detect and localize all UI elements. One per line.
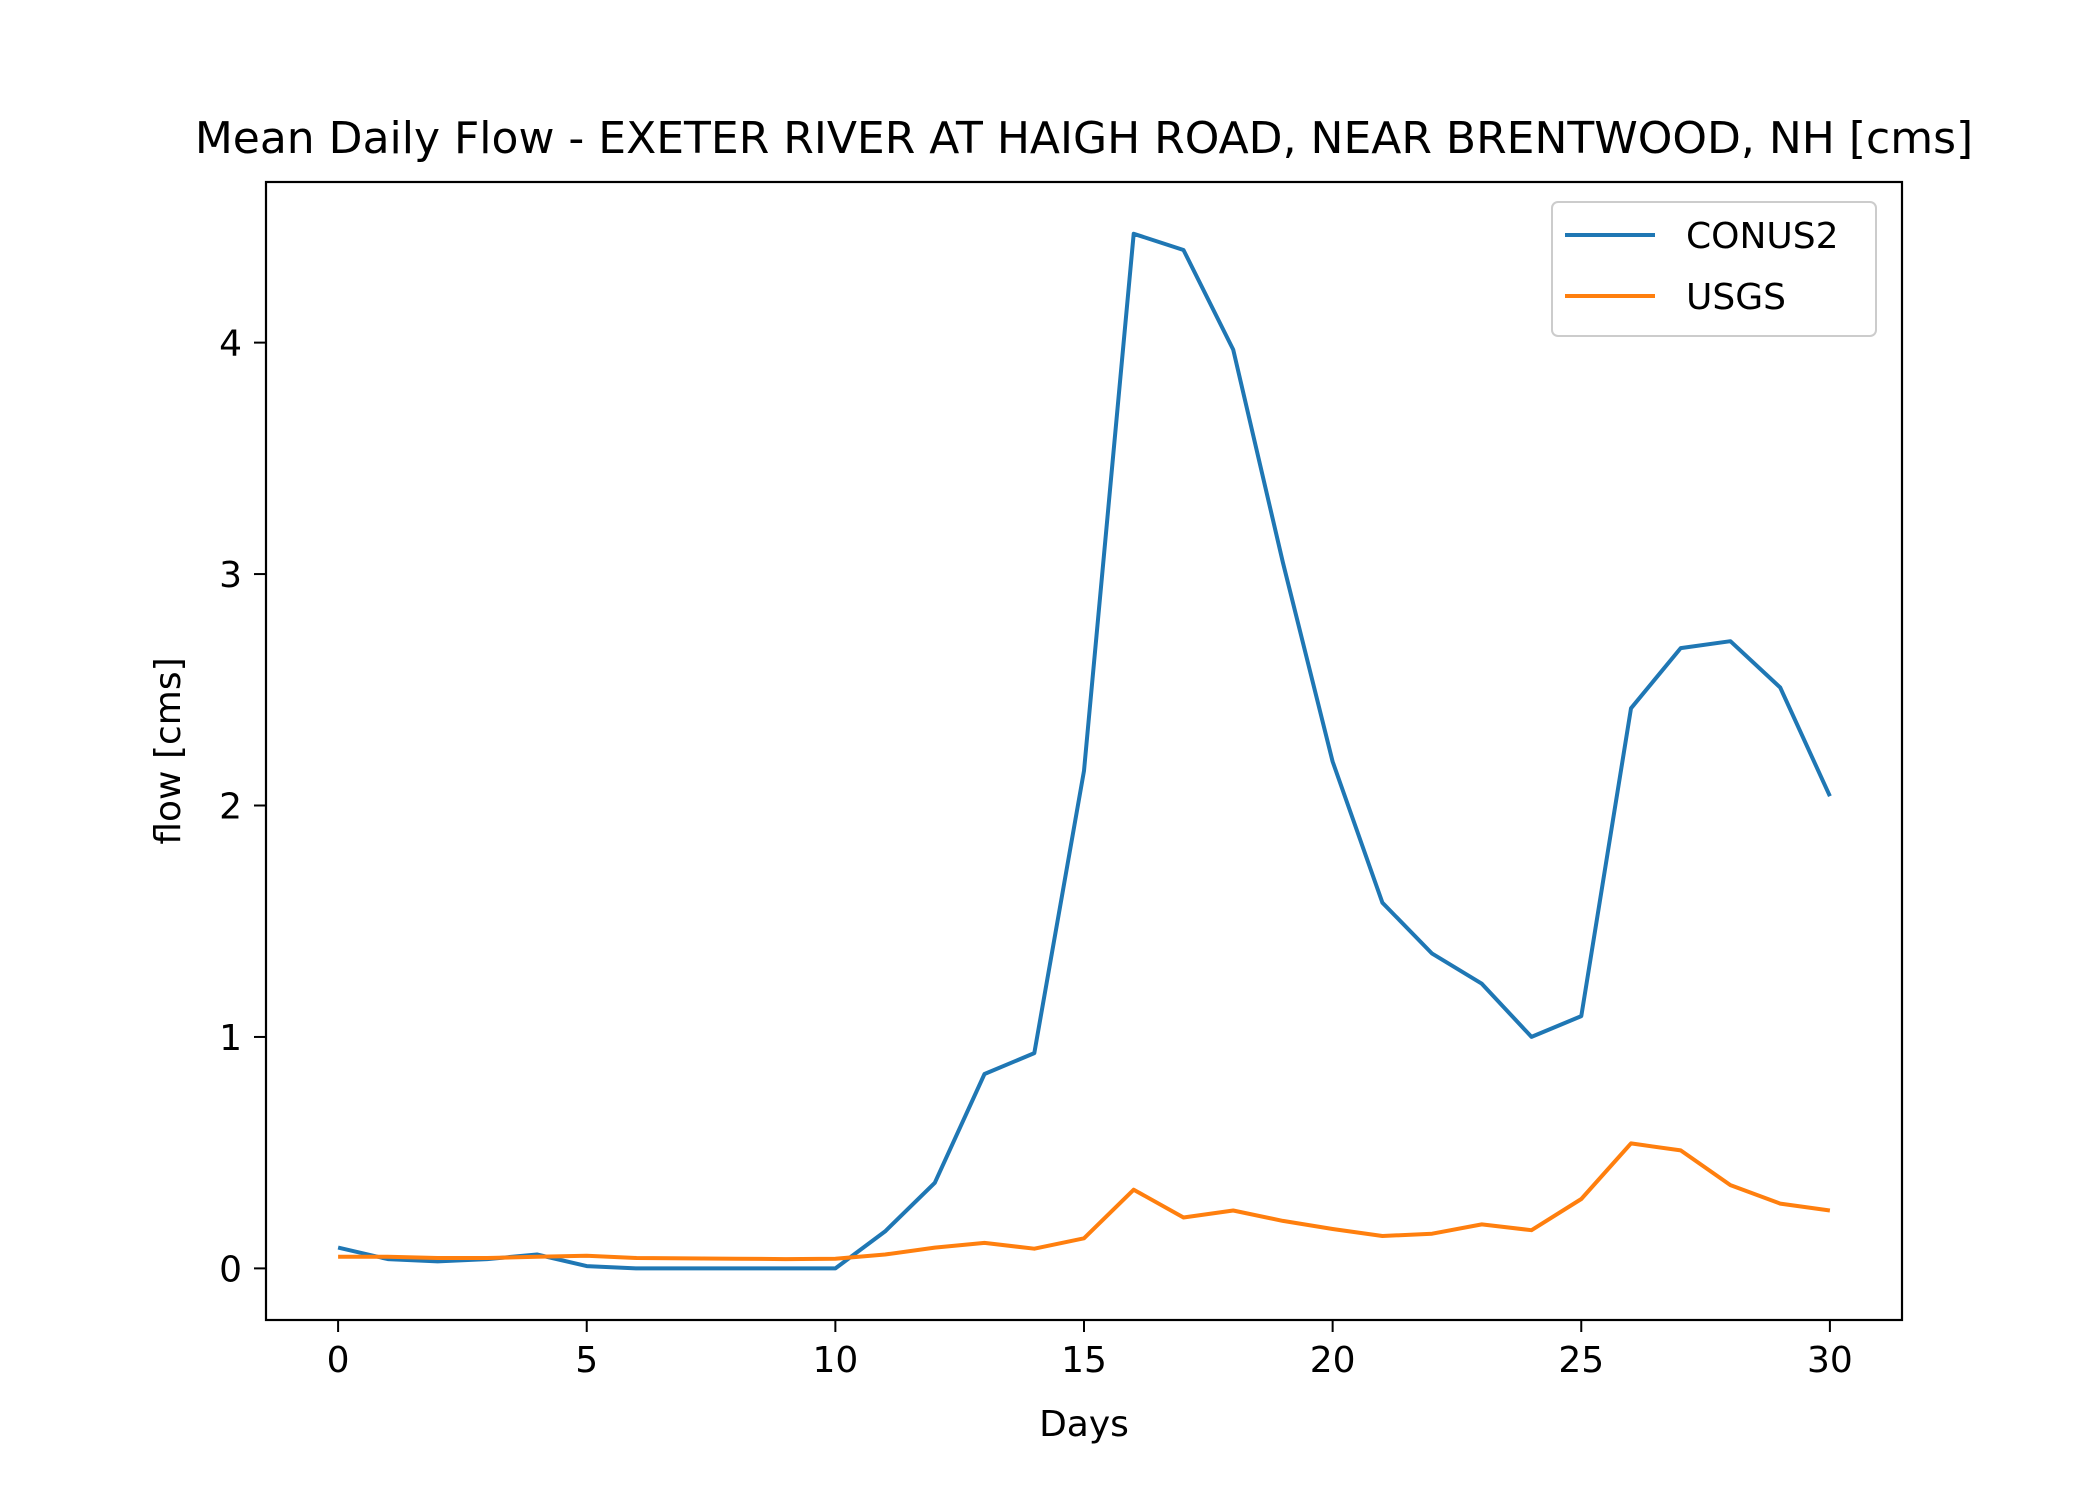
legend-label-conus2: CONUS2 bbox=[1686, 216, 1839, 257]
y-tick-label: 0 bbox=[219, 1249, 242, 1290]
y-axis: 0 1 2 3 4 bbox=[219, 324, 266, 1290]
x-tick-label: 25 bbox=[1558, 1340, 1604, 1381]
x-axis: 0 5 10 15 20 25 30 bbox=[327, 1320, 1853, 1381]
y-tick-label: 1 bbox=[219, 1018, 242, 1059]
chart-title: Mean Daily Flow - EXETER RIVER AT HAIGH … bbox=[195, 113, 1973, 164]
legend-label-usgs: USGS bbox=[1686, 277, 1786, 318]
y-tick-label: 2 bbox=[219, 787, 242, 828]
series-line-conus2 bbox=[337, 231, 1832, 1271]
x-tick-label: 5 bbox=[575, 1340, 598, 1381]
x-tick-label: 10 bbox=[812, 1340, 858, 1381]
x-tick-label: 15 bbox=[1061, 1340, 1107, 1381]
y-axis-label: flow [cms] bbox=[148, 657, 189, 844]
y-tick-label: 4 bbox=[219, 324, 242, 365]
y-tick-label: 3 bbox=[219, 555, 242, 596]
legend: CONUS2 USGS bbox=[1551, 201, 1877, 337]
series-line-usgs bbox=[338, 1141, 1831, 1262]
series-layer bbox=[337, 231, 1832, 1271]
x-tick-label: 0 bbox=[327, 1340, 350, 1381]
x-tick-label: 30 bbox=[1807, 1340, 1853, 1381]
x-tick-label: 20 bbox=[1310, 1340, 1356, 1381]
x-axis-label: Days bbox=[1039, 1404, 1129, 1445]
